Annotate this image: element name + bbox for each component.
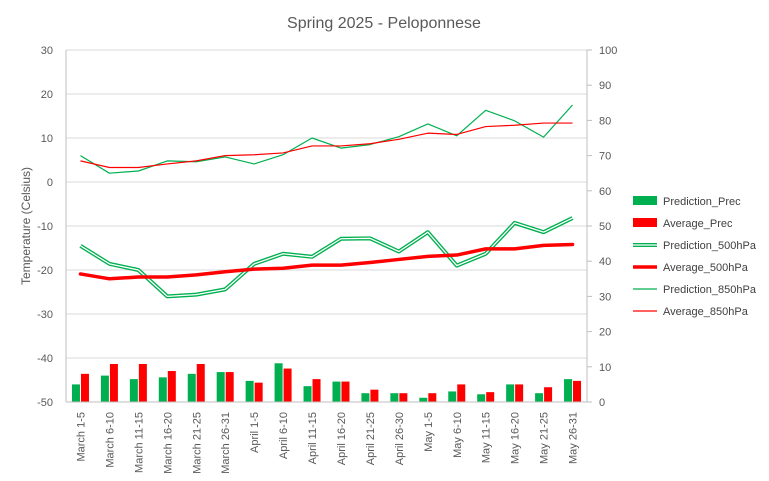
bar-Average_Prec	[283, 368, 292, 402]
bar-Prediction_Prec	[361, 393, 370, 402]
bar-Average_Prec	[515, 384, 524, 402]
bar-Prediction_Prec	[216, 372, 225, 402]
bar-Average_Prec	[370, 389, 379, 402]
line-Prediction_850hPa	[80, 104, 573, 174]
legend-label-Average_850hPa: Average_850hPa	[663, 306, 749, 318]
bar-Average_Prec	[254, 382, 263, 402]
bar-Average_Prec	[196, 363, 205, 402]
legend: Prediction_Prec Average_Prec Prediction_50…	[633, 196, 757, 318]
legend-swatch-Average_Prec	[633, 218, 657, 227]
y-tick-label-left: -30	[37, 309, 53, 321]
y-tick-label-right: 100	[599, 45, 617, 57]
bar-Prediction_Prec	[564, 379, 573, 402]
y-tick-label-left: 10	[41, 133, 53, 145]
bar-Average_Prec	[399, 393, 408, 402]
y-tick-label-right: 40	[599, 256, 611, 268]
x-tick-label: April 16-20	[336, 412, 348, 465]
bar-Average_Prec	[544, 387, 553, 402]
bar-Prediction_Prec	[100, 375, 109, 402]
bar-Prediction_Prec	[274, 363, 283, 402]
bar-Average_Prec	[486, 392, 495, 402]
y-tick-label-right: 90	[599, 80, 611, 92]
y-axis-right-ticks: 0 10 20 30 40 50 60 70 80 90 100	[587, 45, 617, 409]
bar-Average_Prec	[428, 393, 437, 402]
bar-Prediction_Prec	[129, 379, 138, 402]
bar-Average_Prec	[457, 384, 466, 402]
y-axis-title-left: Temperature (Celsius)	[19, 167, 33, 285]
legend-label-Average_Prec: Average_Prec	[663, 218, 733, 230]
y-tick-label-left: 30	[41, 45, 53, 57]
line-Average_850hPa	[80, 122, 573, 169]
y-tick-label-left: -10	[37, 221, 53, 233]
x-tick-label: March 11-15	[133, 412, 145, 473]
x-tick-label: March 1-5	[75, 412, 87, 462]
bar-Prediction_Prec	[477, 394, 486, 402]
y-tick-label-right: 60	[599, 186, 611, 198]
bar-Average_Prec	[312, 379, 321, 402]
bar-series	[71, 363, 582, 402]
y-tick-label-right: 10	[599, 362, 611, 374]
y-tick-label-left: 0	[47, 177, 53, 189]
chart-title: Spring 2025 - Peloponnese	[287, 15, 481, 32]
bar-Prediction_Prec	[332, 381, 341, 402]
legend-label-Prediction_Prec: Prediction_Prec	[663, 196, 741, 208]
bar-Average_Prec	[225, 372, 234, 402]
x-tick-label: May 1-5	[423, 412, 435, 452]
bar-Prediction_Prec	[71, 384, 80, 402]
x-tick-label: May 16-20	[510, 412, 522, 464]
bar-Average_Prec	[573, 380, 582, 402]
y-tick-label-left: 20	[41, 89, 53, 101]
y-axis-left-ticks: -50 -40 -30 -20 -10 0 10 20 30	[37, 45, 53, 409]
x-tick-label: May 11-15	[481, 412, 493, 463]
y-tick-label-left: -20	[37, 265, 53, 277]
x-tick-label: May 6-10	[452, 412, 464, 458]
bar-Prediction_Prec	[390, 393, 399, 402]
legend-label-Prediction_850hPa: Prediction_850hPa	[663, 284, 757, 296]
bar-Prediction_Prec	[448, 391, 457, 402]
y-tick-label-right: 20	[599, 327, 611, 339]
x-tick-label: April 21-25	[365, 412, 377, 465]
x-tick-label: May 26-31	[568, 412, 580, 464]
x-tick-label: March 21-25	[191, 412, 203, 474]
legend-label-Prediction_500hPa: Prediction_500hPa	[663, 240, 757, 252]
bar-Average_Prec	[80, 373, 89, 402]
y-tick-label-right: 30	[599, 291, 611, 303]
x-tick-label: March 26-31	[220, 412, 232, 474]
x-tick-label: March 16-20	[162, 412, 174, 474]
legend-label-Average_500hPa: Average_500hPa	[663, 262, 749, 274]
x-tick-label: May 21-25	[539, 412, 551, 464]
y-tick-label-right: 70	[599, 151, 611, 163]
gridlines	[66, 49, 587, 403]
y-tick-label-left: -50	[37, 397, 53, 409]
y-tick-label-right: 0	[599, 397, 605, 409]
line-series	[78, 104, 575, 299]
bar-Average_Prec	[167, 371, 176, 402]
x-tick-label: March 6-10	[104, 412, 116, 468]
y-tick-label-left: -40	[37, 353, 53, 365]
x-tick-label: April 26-30	[394, 412, 406, 465]
bar-Prediction_Prec	[535, 393, 544, 402]
bar-Average_Prec	[109, 363, 118, 402]
bar-Average_Prec	[138, 363, 147, 402]
bar-Prediction_Prec	[158, 377, 167, 402]
bar-Prediction_Prec	[419, 397, 428, 402]
bar-Prediction_Prec	[245, 380, 254, 402]
x-tick-label: April 6-10	[278, 412, 290, 459]
bar-Average_Prec	[341, 381, 350, 402]
line-Average_500hPa	[78, 242, 575, 281]
x-axis-ticks: March 1-5 March 6-10 March 11-15 March 16-2…	[75, 412, 579, 474]
y-tick-label-right: 50	[599, 221, 611, 233]
x-tick-label: April 11-15	[307, 412, 319, 464]
y-tick-label-right: 80	[599, 115, 611, 127]
bar-Prediction_Prec	[187, 373, 196, 402]
legend-swatch-Prediction_Prec	[633, 196, 657, 205]
x-tick-label: April 1-5	[249, 412, 261, 453]
line-Prediction_500hPa-inner	[80, 217, 573, 298]
bar-Prediction_Prec	[303, 386, 312, 402]
bar-Prediction_Prec	[506, 384, 515, 402]
